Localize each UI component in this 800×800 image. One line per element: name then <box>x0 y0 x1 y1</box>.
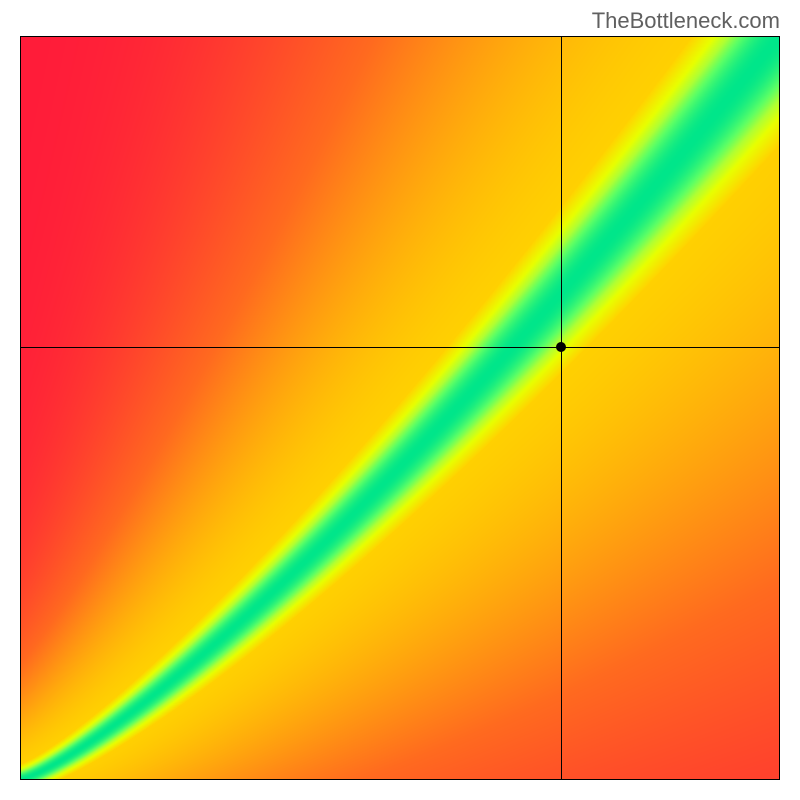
watermark-text: TheBottleneck.com <box>592 8 780 34</box>
bottleneck-heatmap <box>20 36 780 780</box>
crosshair-vertical <box>561 36 562 780</box>
crosshair-horizontal <box>20 347 780 348</box>
selection-marker <box>556 342 566 352</box>
heatmap-canvas <box>20 36 780 780</box>
